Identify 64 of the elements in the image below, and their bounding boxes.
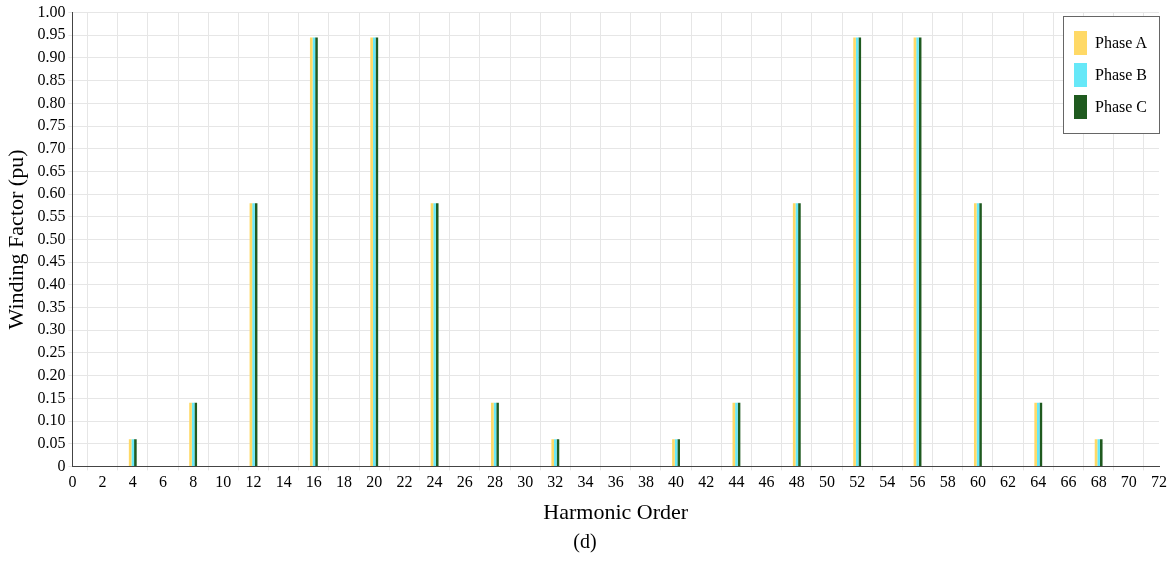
x-tick-label: 16 [305,473,322,491]
x-tick-label: 38 [637,473,654,491]
x-tick-label: 70 [1120,473,1137,491]
x-tick-label: 20 [366,473,383,491]
x-tick-label: 64 [1030,473,1047,491]
x-tick-label: 12 [245,473,262,491]
y-tick-label: 0.50 [37,229,66,247]
y-tick-label: 0.55 [37,207,66,225]
y-tick-label: 0.15 [37,388,66,406]
y-tick-label: 0.65 [37,161,66,179]
y-axis-title: Winding Factor (pu) [2,149,28,330]
y-tick-label: 0.20 [37,365,66,383]
x-tick-label: 50 [818,473,835,491]
x-tick-label: 56 [909,473,926,491]
y-tick-label: 0.90 [37,48,66,66]
y-tick-label: 0.10 [37,411,66,429]
x-tick-label: 32 [547,473,564,491]
x-tick-label: 10 [215,473,232,491]
x-tick-label: 62 [1000,473,1017,491]
y-tick-label: 0.30 [37,320,66,338]
y-tick-label: 0.70 [37,138,66,156]
y-tick-label: 1.00 [37,2,66,20]
legend-label: Phase B [1095,66,1147,84]
x-tick-label: 42 [698,473,715,491]
x-tick-label: 6 [158,473,167,491]
x-tick-label: 2 [98,473,107,491]
y-tick-label: 0.75 [37,116,66,134]
y-tick-label: 0 [57,456,66,474]
x-tick-label: 14 [275,473,292,491]
y-tick-label: 0.95 [37,25,66,43]
x-tick-label: 24 [426,473,443,491]
y-tick-label: 0.25 [37,343,66,361]
x-tick-label: 66 [1060,473,1077,491]
x-tick-label: 18 [336,473,353,491]
y-tick-label: 0.40 [37,275,66,293]
x-tick-label: 26 [456,473,473,491]
x-tick-label: 34 [577,473,594,491]
y-tick-label: 0.60 [37,184,66,202]
y-tick-label: 0.80 [37,93,66,111]
x-tick-label: 44 [728,473,745,491]
x-tick-label: 72 [1151,473,1167,491]
x-tick-label: 68 [1090,473,1107,491]
x-tick-label: 28 [486,473,503,491]
x-tick-label: 40 [668,473,685,491]
x-tick-label: 36 [607,473,624,491]
x-tick-label: 48 [788,473,805,491]
x-tick-label: 58 [939,473,956,491]
y-tick-label: 0.85 [37,70,66,88]
x-tick-label: 0 [68,473,77,491]
x-tick-label: 30 [517,473,534,491]
x-tick-label: 54 [879,473,896,491]
x-tick-label: 22 [396,473,413,491]
text: (d) [572,530,598,553]
y-tick-label: 0.05 [37,433,66,451]
x-tick-label: 60 [969,473,986,491]
legend-label: Phase A [1095,34,1147,52]
x-axis-title: Harmonic Order [543,498,689,524]
y-tick-label: 0.45 [37,252,66,270]
x-tick-label: 52 [849,473,866,491]
y-tick-label: 0.35 [37,297,66,315]
legend-label: Phase C [1095,98,1147,116]
x-tick-label: 4 [128,473,137,491]
x-tick-label: 8 [189,473,198,491]
x-tick-label: 46 [758,473,775,491]
